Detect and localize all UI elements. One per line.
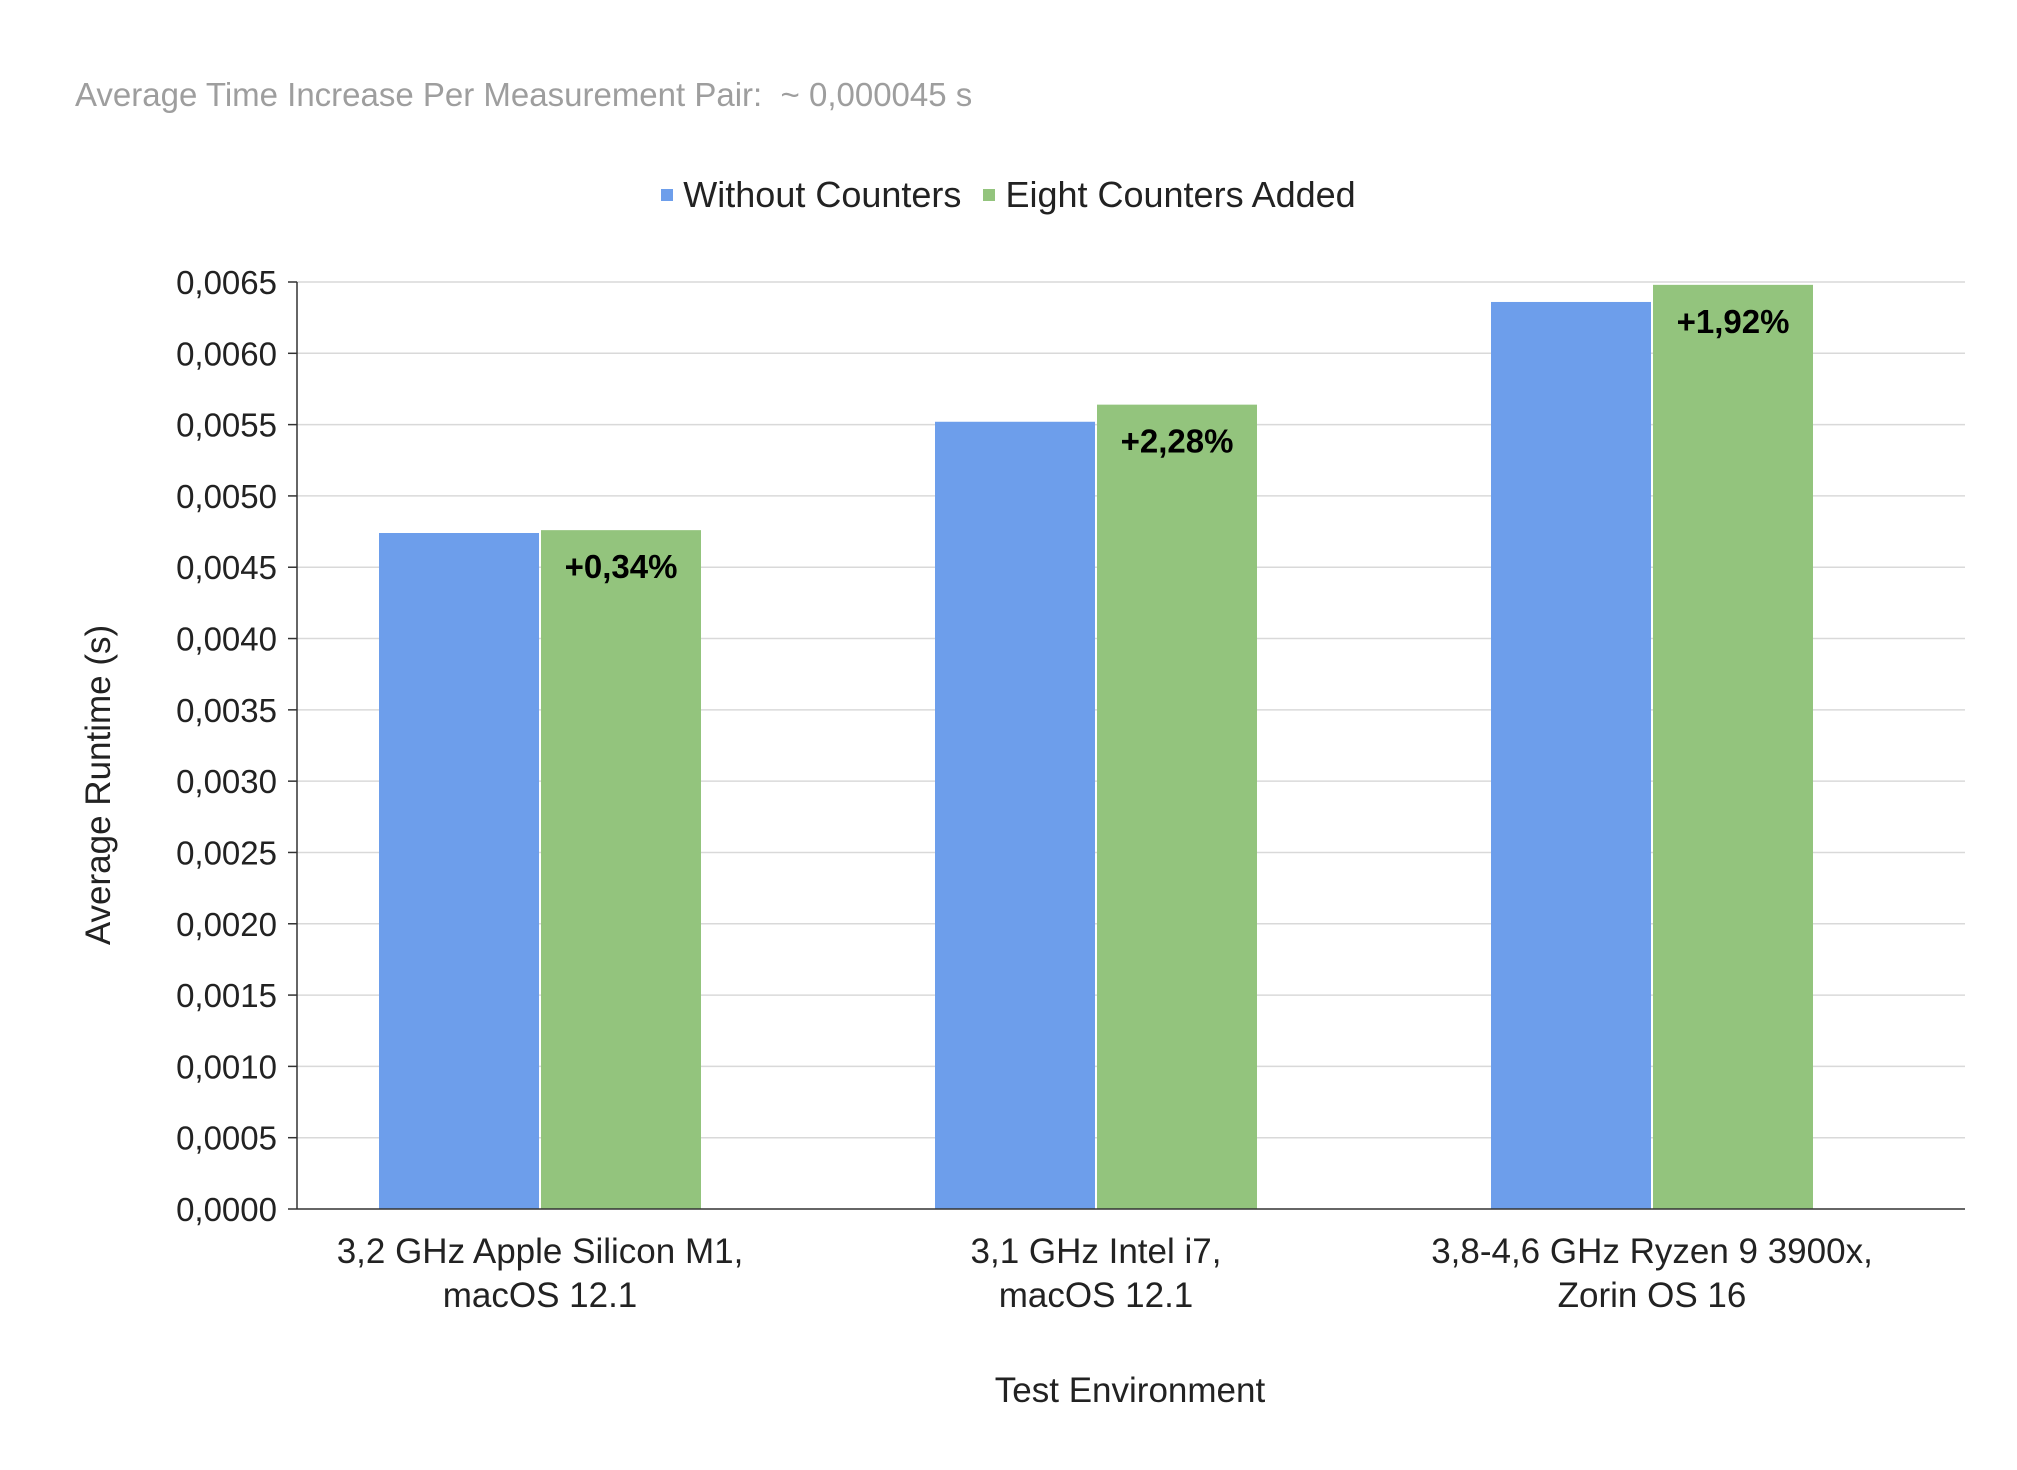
legend: Without Counters Eight Counters Added	[0, 168, 2017, 216]
legend-item-eight-counters: Eight Counters Added	[983, 174, 1356, 216]
y-tick-label: 0,0005	[176, 1120, 277, 1157]
legend-item-without-counters: Without Counters	[661, 174, 961, 216]
y-tick-label: 0,0060	[176, 335, 277, 372]
x-axis-title: Test Environment	[995, 1371, 1266, 1410]
bar-without-counters-0	[379, 533, 539, 1209]
x-tick-label: macOS 12.1	[443, 1276, 638, 1315]
bar-without-counters-2	[1491, 301, 1651, 1209]
x-tick-label: Zorin OS 16	[1558, 1276, 1747, 1315]
y-tick-label: 0,0045	[176, 549, 277, 586]
y-tick-label: 0,0065	[176, 264, 277, 301]
y-axis-title: Average Runtime (s)	[79, 625, 118, 945]
y-tick-label: 0,0030	[176, 763, 277, 800]
legend-swatch-without-counters	[661, 189, 674, 201]
y-tick-label: 0,0035	[176, 692, 277, 729]
bar-eight-counters-1	[1097, 404, 1257, 1209]
legend-label-eight-counters: Eight Counters Added	[1005, 174, 1356, 215]
y-tick-label: 0,0050	[176, 478, 277, 515]
bar-eight-counters-0	[541, 530, 701, 1209]
y-tick-label: 0,0025	[176, 834, 277, 871]
bars	[379, 284, 1813, 1210]
x-tick-label: 3,2 GHz Apple Silicon M1,	[337, 1232, 744, 1271]
bar-eight-counters-2	[1653, 284, 1813, 1209]
legend-swatch-eight-counters	[983, 189, 996, 201]
bar-data-label: +1,92%	[1677, 303, 1790, 340]
labels: 0,0000 0,0005 0,0010 0,0015 0,0020 0,0025 0,00…	[176, 264, 1873, 1315]
legend-label-without-counters: Without Counters	[683, 174, 962, 215]
bar-data-label: +0,34%	[565, 548, 678, 585]
y-tick-label: 0,0055	[176, 407, 277, 444]
x-tick-label: 3,8-4,6 GHz Ryzen 9 3900x,	[1431, 1232, 1873, 1271]
y-tick-label: 0,0020	[176, 906, 277, 943]
y-tick-label: 0,0010	[176, 1048, 277, 1085]
y-tick-label: 0,0015	[176, 977, 277, 1014]
axes	[288, 281, 1965, 1210]
x-tick-label: 3,1 GHz Intel i7,	[971, 1232, 1222, 1271]
y-tick-label: 0,0040	[176, 621, 277, 658]
y-tick-label: 0,0000	[176, 1191, 277, 1228]
bar-without-counters-1	[935, 421, 1095, 1210]
x-tick-label: macOS 12.1	[999, 1276, 1194, 1315]
bar-data-label: +2,28%	[1121, 423, 1234, 460]
chart-subtitle: Average Time Increase Per Measurement Pa…	[75, 76, 973, 113]
